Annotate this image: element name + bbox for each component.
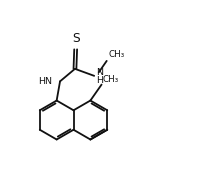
Text: S: S [72,32,79,45]
Text: N: N [96,68,103,77]
Text: H: H [96,76,103,85]
Text: CH₃: CH₃ [108,50,124,60]
Text: CH₃: CH₃ [103,74,119,84]
Text: HN: HN [38,77,52,86]
